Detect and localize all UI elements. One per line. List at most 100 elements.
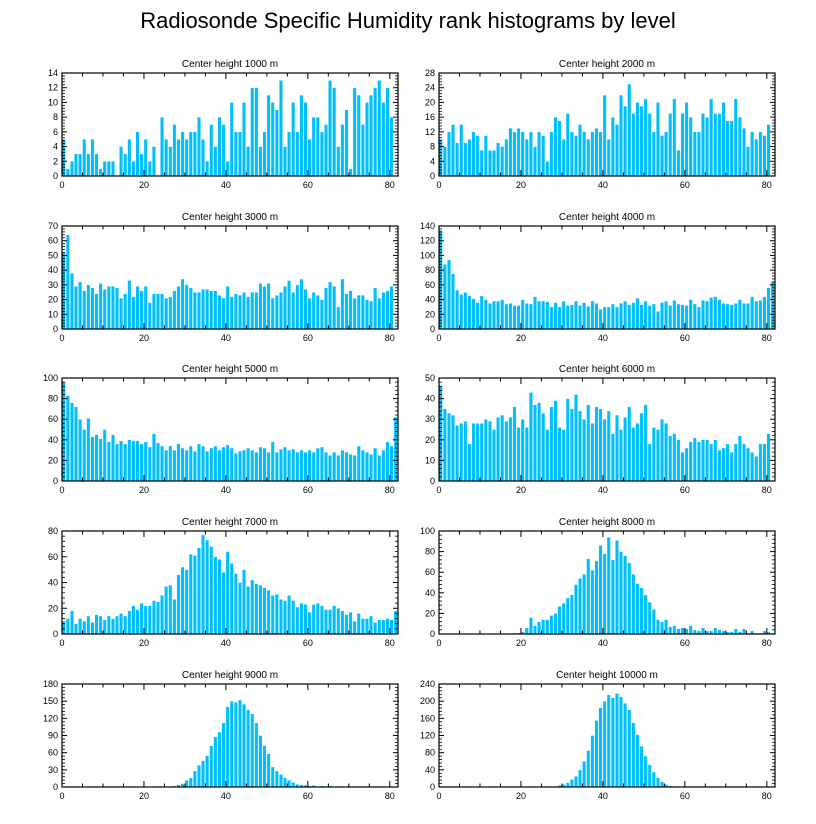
histogram-bar xyxy=(106,615,111,635)
histogram-bar xyxy=(692,437,697,482)
histogram-bar xyxy=(332,286,337,330)
y-tick-label: 20 xyxy=(48,603,58,613)
y-tick-label: 40 xyxy=(425,588,435,598)
histogram-bar xyxy=(360,618,365,635)
x-tick-label: 60 xyxy=(680,333,690,343)
histogram-bar xyxy=(151,146,156,177)
histogram-bar xyxy=(270,595,275,635)
histogram-bar xyxy=(385,87,390,177)
plot-frame xyxy=(438,377,776,482)
histogram-bar xyxy=(594,720,599,788)
histogram-bar xyxy=(360,294,365,330)
histogram-bar xyxy=(586,558,591,635)
histogram-bar xyxy=(102,289,107,330)
histogram-bar xyxy=(270,102,275,177)
histogram-bar xyxy=(213,146,218,177)
histogram-bar xyxy=(340,278,345,330)
x-tick-label: 0 xyxy=(436,485,441,495)
x-tick-label: 60 xyxy=(303,791,313,801)
histogram-bar xyxy=(147,446,152,482)
histogram-bar xyxy=(147,605,152,635)
histogram-bar xyxy=(74,623,78,635)
histogram-bar xyxy=(655,429,660,482)
histogram-bar xyxy=(340,124,345,177)
histogram-bar xyxy=(278,292,283,330)
histogram-bar xyxy=(737,299,742,330)
histogram-bar xyxy=(758,443,763,482)
histogram-bar xyxy=(631,302,636,330)
y-tick-label: 100 xyxy=(43,373,58,383)
histogram-bar xyxy=(90,139,95,177)
histogram-bar xyxy=(102,429,107,482)
histogram-bar xyxy=(168,584,173,635)
histogram-bar xyxy=(533,296,537,330)
histogram-bar xyxy=(651,427,656,482)
y-tick-label: 50 xyxy=(425,373,435,383)
histogram-bar xyxy=(283,446,287,482)
histogram-bar xyxy=(524,427,529,482)
y-tick-label: 80 xyxy=(425,748,435,758)
histogram-bar xyxy=(278,448,283,482)
histogram-bar xyxy=(328,281,333,330)
histogram-bar xyxy=(90,436,95,482)
histogram-bar xyxy=(594,127,599,177)
histogram-bar xyxy=(348,168,353,177)
histogram-bar xyxy=(766,433,771,482)
histogram-bar xyxy=(713,439,718,482)
histogram-bar xyxy=(332,605,337,635)
histogram-bar xyxy=(627,709,632,788)
histogram-bar xyxy=(651,303,656,330)
histogram-bar xyxy=(598,545,603,635)
histogram-bar xyxy=(254,451,259,482)
histogram-bar xyxy=(709,443,714,482)
histogram-bar xyxy=(512,305,517,330)
histogram-bar xyxy=(717,449,722,482)
histogram-bar xyxy=(676,150,681,177)
histogram-bar xyxy=(590,131,595,177)
histogram-bar xyxy=(606,306,611,330)
y-tick-label: 0 xyxy=(53,782,58,792)
histogram-bar xyxy=(545,619,550,635)
histogram-bar xyxy=(492,300,496,330)
histogram-bar xyxy=(377,455,382,482)
histogram-bar xyxy=(606,536,611,635)
histogram-bar xyxy=(598,308,603,330)
histogram-bar xyxy=(262,131,267,177)
histogram-bar xyxy=(541,300,546,330)
histogram-bar xyxy=(74,286,78,330)
histogram-bar xyxy=(565,305,570,330)
histogram-bar xyxy=(348,611,353,635)
histogram-bar xyxy=(192,555,197,635)
histogram-bar xyxy=(729,451,734,482)
histogram-bar xyxy=(635,297,640,330)
histogram-bar xyxy=(229,447,234,482)
histogram-bar xyxy=(115,287,119,330)
histogram-bar xyxy=(647,113,652,177)
histogram-bar xyxy=(717,629,722,635)
x-tick-label: 20 xyxy=(139,180,149,190)
histogram-bar xyxy=(270,297,275,330)
histogram-bar xyxy=(352,620,357,635)
histogram-bar xyxy=(389,286,394,330)
histogram-bar xyxy=(209,124,214,177)
histogram-bar xyxy=(709,98,714,177)
histogram-bar xyxy=(766,287,771,330)
panel-title: Center height 2000 m xyxy=(559,59,655,70)
histogram-bar xyxy=(614,540,619,635)
histogram-bar xyxy=(86,284,91,330)
histogram-bar xyxy=(586,404,591,482)
histogram-bar xyxy=(504,139,509,177)
histogram-bar xyxy=(668,435,673,482)
y-tick-label: 60 xyxy=(425,280,435,290)
histogram-bar xyxy=(385,441,390,482)
histogram-bar xyxy=(451,414,455,482)
histogram-bar xyxy=(291,292,296,330)
histogram-bar xyxy=(594,303,599,330)
histogram-bar xyxy=(197,116,201,177)
histogram-bar xyxy=(237,450,242,482)
histogram-bar xyxy=(180,447,185,482)
histogram-bar xyxy=(594,560,599,635)
y-tick-label: 20 xyxy=(425,608,435,618)
histogram-bar xyxy=(315,116,320,177)
histogram-bar xyxy=(754,456,759,482)
